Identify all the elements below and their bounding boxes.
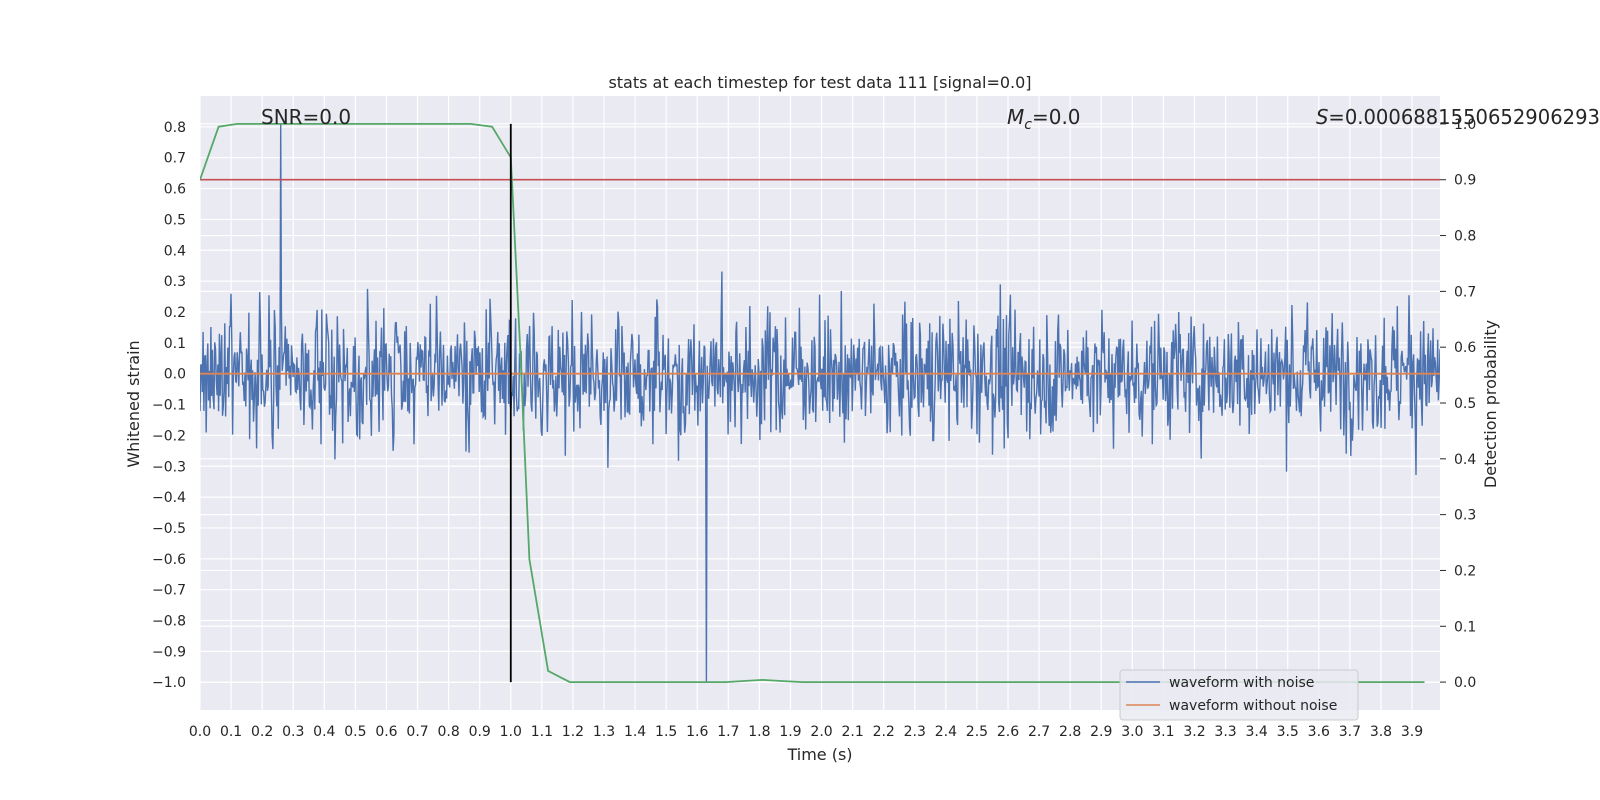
x-tick-label: 3.8 — [1370, 724, 1392, 740]
x-tick-label: 3.4 — [1246, 724, 1268, 740]
x-tick-label: 3.2 — [1183, 724, 1205, 740]
x-tick-label: 1.4 — [624, 724, 646, 740]
x-tick-label: 2.4 — [935, 724, 957, 740]
y-tick-label: −0.6 — [152, 552, 186, 568]
chart-title: stats at each timestep for test data 111… — [608, 73, 1031, 92]
x-tick-label: 1.6 — [686, 724, 708, 740]
series-waveform-with-noise — [200, 123, 1440, 683]
x-tick-label: 3.3 — [1214, 724, 1236, 740]
x-tick-label: 1.0 — [500, 724, 522, 740]
x-tick-label: 0.7 — [406, 724, 428, 740]
x-tick-label: 0.4 — [313, 724, 335, 740]
legend: waveform with noise waveform without noi… — [1119, 669, 1359, 721]
x-tick-label: 1.3 — [593, 724, 615, 740]
x-tick-label: 1.2 — [562, 724, 584, 740]
x-tick-labels: 0.0 0.1 0.2 0.3 0.4 0.5 0.6 0.7 0.8 0.9 1.0 1.1 1.2 1… — [189, 724, 1423, 740]
y2-tick-label: 0.1 — [1454, 619, 1476, 635]
y-tick-label: −0.2 — [152, 428, 186, 444]
x-tick-label: 0.0 — [189, 724, 211, 740]
y2-tick-label: 1.0 — [1454, 117, 1476, 133]
x-tick-label: 0.6 — [375, 724, 397, 740]
x-tick-label: 3.6 — [1308, 724, 1330, 740]
y-tick-label: −0.3 — [152, 459, 186, 475]
y-tick-label: −0.1 — [152, 398, 186, 414]
mc-value: =0.0 — [1032, 105, 1081, 129]
y2-tick-label: 0.8 — [1454, 229, 1476, 245]
y-tick-label: 0.5 — [164, 212, 186, 228]
x-tick-label: 0.2 — [251, 724, 273, 740]
y-tick-label: 0.2 — [164, 305, 186, 321]
y-tick-label: −1.0 — [152, 675, 186, 691]
x-tick-label: 0.1 — [220, 724, 242, 740]
x-tick-label: 0.5 — [344, 724, 366, 740]
legend-label-noise: waveform with noise — [1169, 675, 1314, 691]
y-tick-label: 0.6 — [164, 182, 186, 198]
y-tick-label: 0.3 — [164, 274, 186, 290]
y-tick-label: 0.7 — [164, 151, 186, 167]
x-tick-label: 3.0 — [1121, 724, 1143, 740]
x-tick-label: 3.1 — [1152, 724, 1174, 740]
mc-annotation: Mc=0.0 — [1007, 105, 1081, 133]
x-axis-label: Time (s) — [786, 745, 852, 764]
y2-tick-label: 0.9 — [1454, 173, 1476, 189]
s-annotation: S=0.0006881550652906293 — [1316, 105, 1600, 129]
x-tick-label: 1.5 — [655, 724, 677, 740]
y-tick-label: 0.4 — [164, 243, 186, 259]
x-tick-label: 0.3 — [282, 724, 304, 740]
x-tick-label: 1.1 — [531, 724, 553, 740]
x-tick-label: 2.5 — [966, 724, 988, 740]
y2-tick-label: 0.3 — [1454, 508, 1476, 524]
y-tick-label: 0.8 — [164, 120, 186, 136]
y2-tick-label: 0.6 — [1454, 340, 1476, 356]
y-tick-label: 0.0 — [164, 367, 186, 383]
s-symbol: S — [1316, 105, 1329, 129]
snr-annotation: SNR=0.0 — [261, 105, 351, 129]
x-tick-label: 2.8 — [1059, 724, 1081, 740]
x-tick-label: 0.9 — [469, 724, 491, 740]
mc-subscript: c — [1024, 117, 1032, 133]
x-tick-label: 2.1 — [841, 724, 863, 740]
legend-label-clean: waveform without noise — [1169, 698, 1337, 714]
x-tick-label: 1.7 — [717, 724, 739, 740]
x-tick-label: 1.8 — [748, 724, 770, 740]
x-tick-label: 2.6 — [997, 724, 1019, 740]
x-tick-label: 2.0 — [810, 724, 832, 740]
x-tick-label: 3.5 — [1277, 724, 1299, 740]
x-tick-label: 1.9 — [779, 724, 801, 740]
y-tick-labels: 0.8 0.7 0.6 0.5 0.4 0.3 0.2 0.1 0.0 −0.1 −0.2 −0.3 −… — [152, 120, 186, 691]
x-tick-label: 2.3 — [904, 724, 926, 740]
y2-tick-label: 0.4 — [1454, 452, 1476, 468]
mc-symbol: M — [1007, 105, 1024, 129]
x-tick-label: 0.8 — [437, 724, 459, 740]
y-tick-label: 0.1 — [164, 336, 186, 352]
x-tick-label: 3.9 — [1401, 724, 1423, 740]
legend-box — [1119, 669, 1359, 721]
y-tick-label: −0.7 — [152, 583, 186, 599]
y-tick-label: −0.5 — [152, 521, 186, 537]
y-tick-label: −0.8 — [152, 614, 186, 630]
y-axis-label: Whitened strain — [124, 340, 143, 467]
y2-tick-label: 0.7 — [1454, 284, 1476, 300]
series-detection-probability — [200, 123, 1425, 683]
y-tick-label: −0.9 — [152, 644, 186, 660]
s-value: =0.0006881550652906293 — [1328, 105, 1600, 129]
y2-tick-labels: 1.0 0.9 0.8 0.7 0.6 0.5 0.4 0.3 0.2 0.1 0.0 — [1440, 117, 1476, 691]
x-tick-label: 2.7 — [1028, 724, 1050, 740]
series-layer — [200, 123, 1440, 683]
y-tick-label: −0.4 — [152, 490, 186, 506]
y2-tick-label: 0.5 — [1454, 396, 1476, 412]
x-tick-label: 2.2 — [873, 724, 895, 740]
y2-tick-label: 0.2 — [1454, 563, 1476, 579]
x-tick-label: 3.7 — [1339, 724, 1361, 740]
x-tick-label: 2.9 — [1090, 724, 1112, 740]
y2-tick-label: 0.0 — [1454, 675, 1476, 691]
y2-axis-label: Detection probability — [1481, 320, 1500, 488]
